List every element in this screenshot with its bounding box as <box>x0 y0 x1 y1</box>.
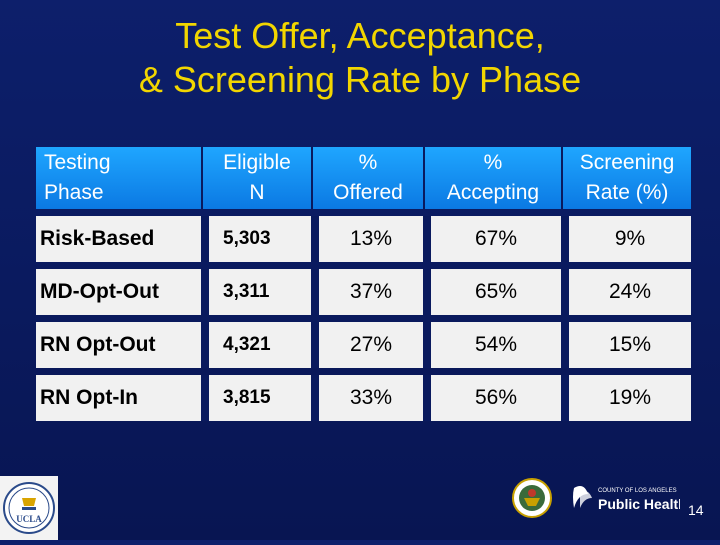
cell-accepting: 56% <box>423 375 561 421</box>
table-row: MD-Opt-Out 3,311 37% 65% 24% <box>36 269 691 315</box>
page-number: 14 <box>688 502 704 518</box>
cell-accepting: 54% <box>423 322 561 368</box>
cell-eligible: 4,321 <box>201 322 311 368</box>
title-line-2: & Screening Rate by Phase <box>138 59 582 100</box>
ucla-logo-text: UCLA <box>16 514 42 524</box>
ucla-logo: UCLA <box>0 476 58 540</box>
cell-phase: RN Opt-Out <box>36 322 201 368</box>
cell-accepting: 67% <box>423 216 561 262</box>
table-row: RN Opt-In 3,815 33% 56% 19% <box>36 375 691 421</box>
cell-accepting: 65% <box>423 269 561 315</box>
table-row: Risk-Based 5,303 13% 67% 9% <box>36 216 691 262</box>
header-offered: % Offered <box>311 147 423 209</box>
cell-offered: 37% <box>311 269 423 315</box>
cell-rate: 15% <box>561 322 691 368</box>
county-seal-icon <box>512 478 552 518</box>
header-testing-phase: Testing Phase <box>36 147 201 209</box>
results-table: Testing Phase Eligible N % Offered % Acc… <box>36 140 691 428</box>
cell-phase: MD-Opt-Out <box>36 269 201 315</box>
header-screening-rate: Screening Rate (%) <box>561 147 691 209</box>
cell-eligible: 3,815 <box>201 375 311 421</box>
county-seal-logo <box>512 478 552 518</box>
cell-rate: 24% <box>561 269 691 315</box>
cell-offered: 33% <box>311 375 423 421</box>
county-text: COUNTY OF LOS ANGELES <box>598 488 677 494</box>
cell-eligible: 5,303 <box>201 216 311 262</box>
public-health-text: Public Health <box>598 496 680 512</box>
cell-offered: 13% <box>311 216 423 262</box>
cell-eligible: 3,311 <box>201 269 311 315</box>
cell-rate: 19% <box>561 375 691 421</box>
public-health-logo: COUNTY OF LOS ANGELES Public Health <box>570 480 687 516</box>
cell-phase: RN Opt-In <box>36 375 201 421</box>
ucla-seal-icon: UCLA <box>3 482 55 534</box>
cell-rate: 9% <box>561 216 691 262</box>
public-health-mark-icon: COUNTY OF LOS ANGELES Public Health <box>573 486 687 512</box>
title-line-1: Test Offer, Acceptance, <box>175 15 545 56</box>
header-accepting: % Accepting <box>423 147 561 209</box>
cell-offered: 27% <box>311 322 423 368</box>
cell-phase: Risk-Based <box>36 216 201 262</box>
slide-title: Test Offer, Acceptance, & Screening Rate… <box>0 14 720 102</box>
table-row: RN Opt-Out 4,321 27% 54% 15% <box>36 322 691 368</box>
header-eligible-n: Eligible N <box>201 147 311 209</box>
table-header-row: Testing Phase Eligible N % Offered % Acc… <box>36 147 691 209</box>
